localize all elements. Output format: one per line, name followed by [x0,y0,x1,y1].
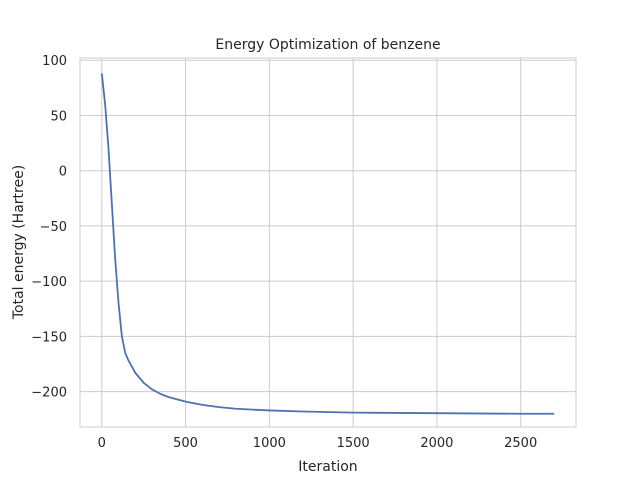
y-tick-label: −50 [40,220,67,235]
x-tick-label: 500 [173,436,198,451]
grid [80,58,576,427]
y-tick-label: −100 [31,275,67,290]
y-tick-label: 100 [42,54,67,69]
x-tick-labels: 0 500 1000 1500 2000 2500 [98,436,538,451]
y-tick-label: −150 [31,330,67,345]
plot-frame [79,57,577,428]
y-tick-label: 50 [50,109,67,124]
y-axis-label: Total energy (Hartree) [11,165,27,320]
x-tick-label: 2000 [420,436,453,451]
x-tick-label: 1500 [337,436,370,451]
series-layer [100,73,555,415]
x-tick-label: 0 [98,436,106,451]
series-line [100,73,555,415]
y-tick-label: −200 [31,386,67,401]
x-tick-label: 1000 [253,436,286,451]
x-axis-label: Iteration [298,459,357,475]
y-tick-labels: 100 50 0 −50 −100 −150 −200 [31,54,67,400]
y-tick-label: 0 [59,165,67,180]
chart-title: Energy Optimization of benzene [215,37,440,53]
x-tick-label: 2500 [504,436,537,451]
